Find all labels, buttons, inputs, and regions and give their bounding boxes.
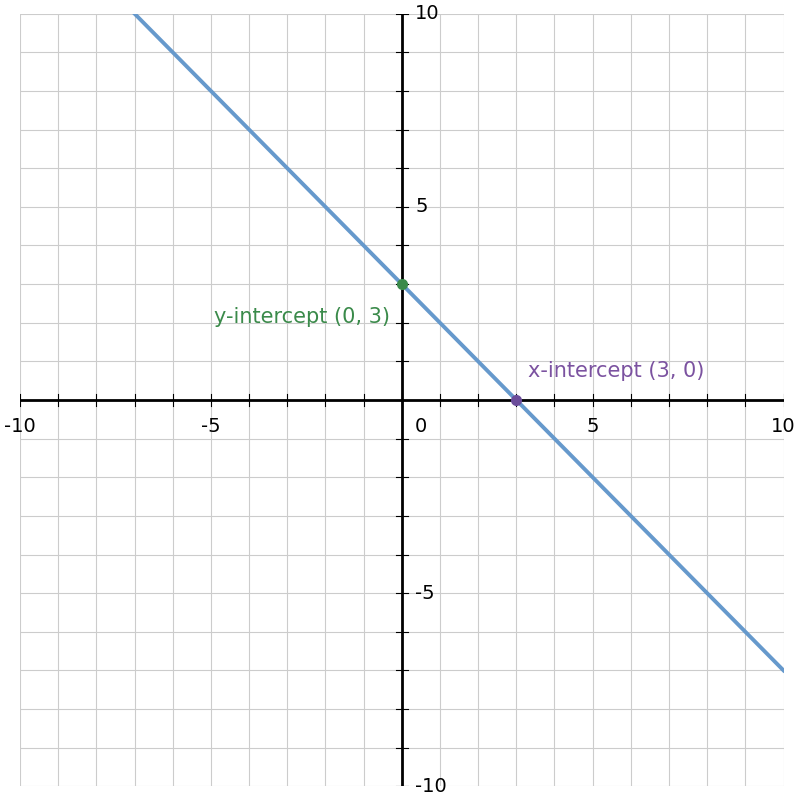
Text: -10: -10: [4, 418, 36, 436]
Text: -10: -10: [415, 777, 447, 796]
Text: 5: 5: [415, 198, 428, 216]
Text: 10: 10: [415, 4, 440, 23]
Text: -5: -5: [415, 584, 434, 602]
Text: y-intercept (0, 3): y-intercept (0, 3): [214, 307, 390, 327]
Text: 5: 5: [586, 418, 599, 436]
Text: x-intercept (3, 0): x-intercept (3, 0): [528, 361, 704, 381]
Text: -5: -5: [201, 418, 221, 436]
Text: 10: 10: [771, 418, 796, 436]
Text: 0: 0: [415, 418, 427, 436]
